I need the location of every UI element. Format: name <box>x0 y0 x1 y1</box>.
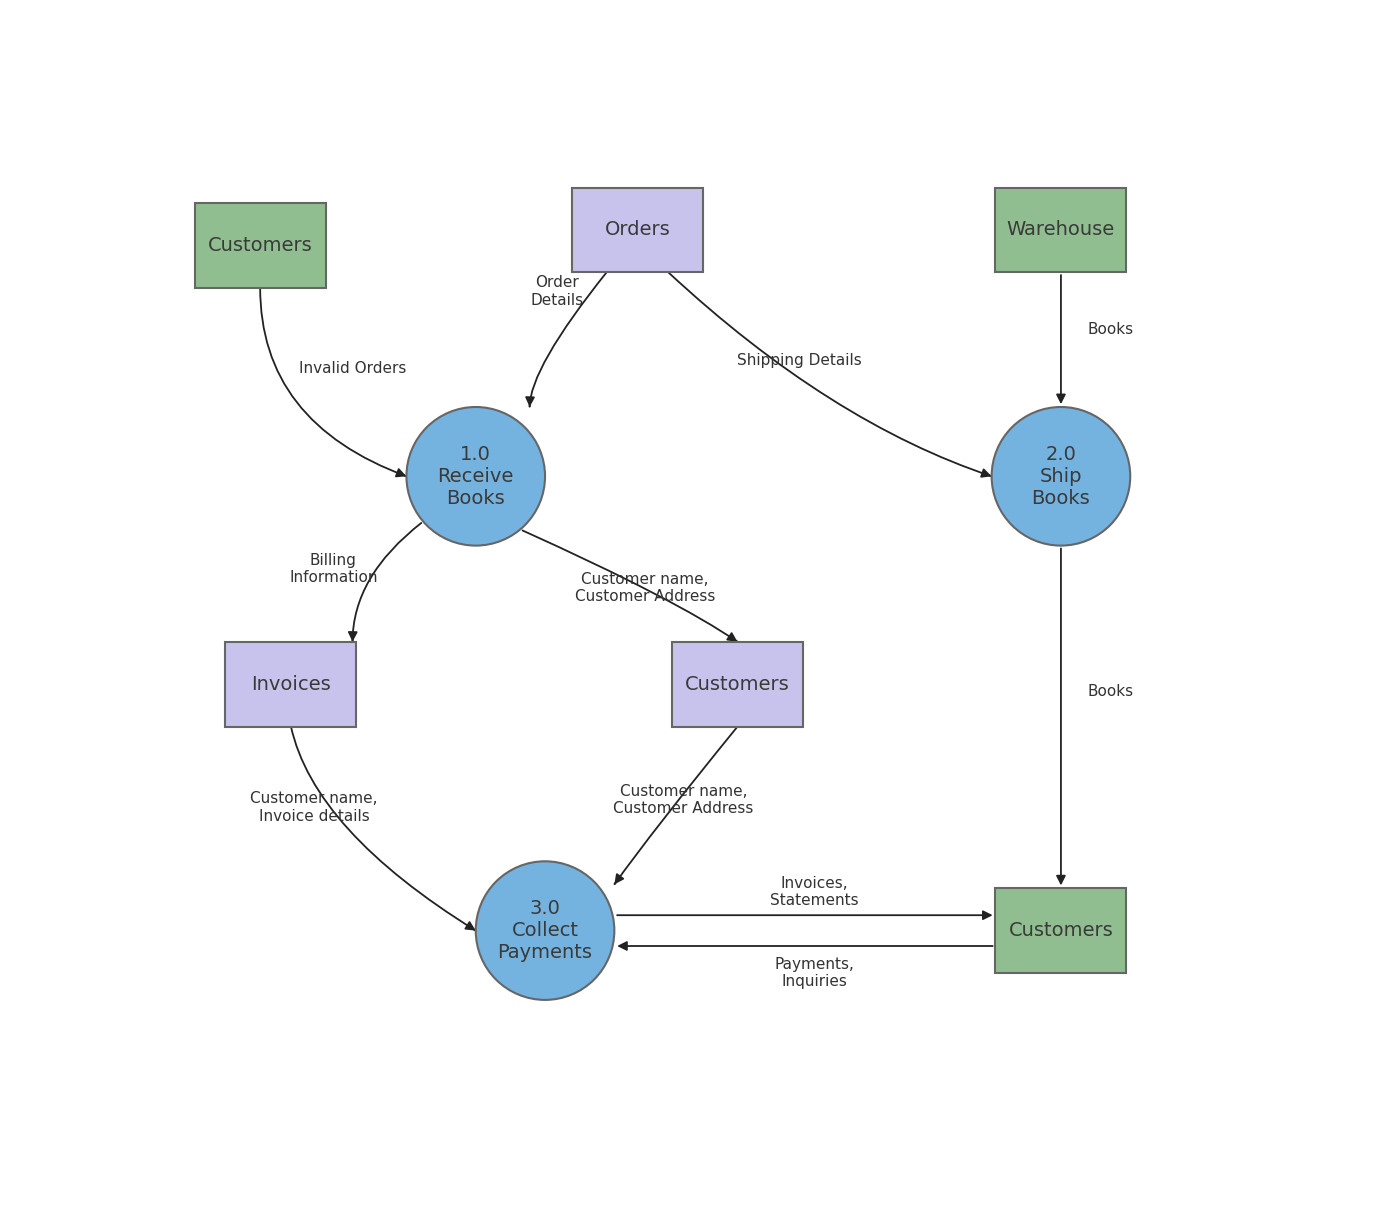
Text: Warehouse: Warehouse <box>1007 220 1115 240</box>
FancyBboxPatch shape <box>572 188 703 272</box>
Text: Customer name,
Invoice details: Customer name, Invoice details <box>250 791 378 824</box>
Text: Customers: Customers <box>685 675 790 693</box>
FancyBboxPatch shape <box>995 188 1127 272</box>
Text: 3.0
Collect
Payments: 3.0 Collect Payments <box>498 899 593 962</box>
Text: Billing
Information: Billing Information <box>289 553 377 584</box>
Text: Customer name,
Customer Address: Customer name, Customer Address <box>614 784 754 816</box>
FancyBboxPatch shape <box>671 641 804 726</box>
Text: 1.0
Receive
Books: 1.0 Receive Books <box>438 445 513 508</box>
FancyBboxPatch shape <box>194 203 326 288</box>
Text: 2.0
Ship
Books: 2.0 Ship Books <box>1032 445 1090 508</box>
Text: Books: Books <box>1088 685 1134 699</box>
Text: Customers: Customers <box>208 236 312 255</box>
Text: Shipping Details: Shipping Details <box>736 353 861 368</box>
Text: Customers: Customers <box>1009 921 1113 940</box>
Text: Invoices: Invoices <box>250 675 330 693</box>
FancyBboxPatch shape <box>226 641 356 726</box>
Text: Invalid Orders: Invalid Orders <box>299 361 406 376</box>
Text: Invoices,
Statements: Invoices, Statements <box>771 876 859 909</box>
Text: Customer name,
Customer Address: Customer name, Customer Address <box>575 572 716 604</box>
Text: Orders: Orders <box>604 220 670 240</box>
Circle shape <box>476 862 614 999</box>
FancyBboxPatch shape <box>995 888 1127 973</box>
Text: Payments,
Inquiries: Payments, Inquiries <box>775 957 854 989</box>
Text: Order
Details: Order Details <box>530 276 583 307</box>
Circle shape <box>992 407 1130 546</box>
Text: Books: Books <box>1088 323 1134 338</box>
Circle shape <box>406 407 545 546</box>
